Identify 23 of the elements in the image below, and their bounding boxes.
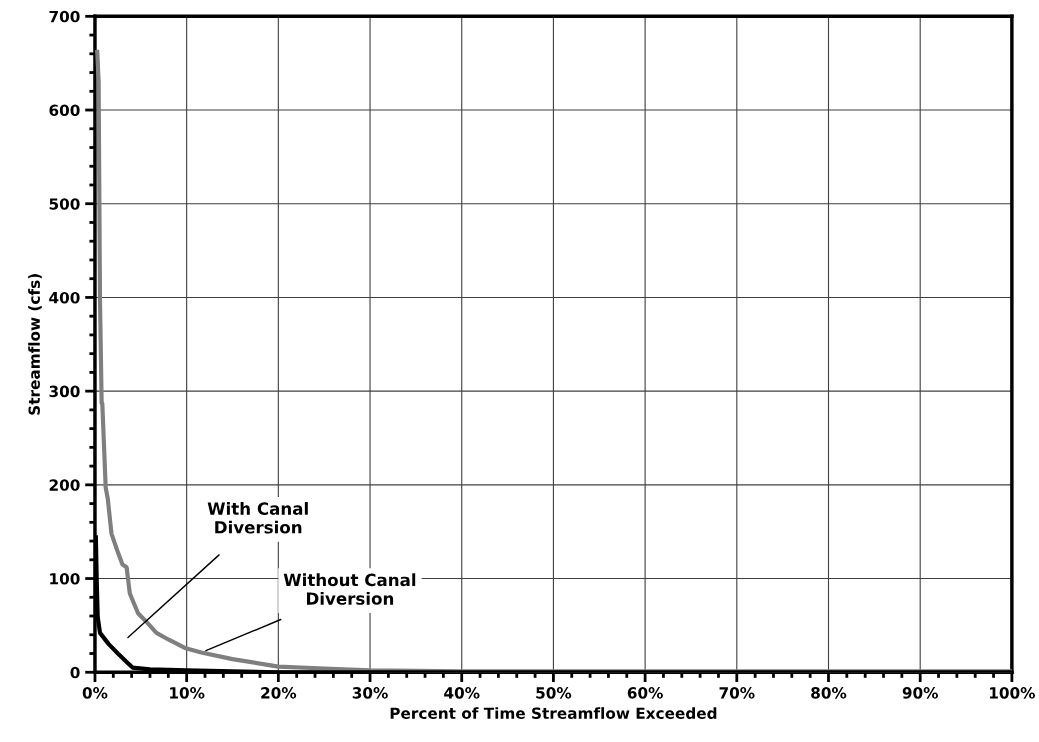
y-tick-label: 100 bbox=[50, 573, 80, 585]
x-tick-label: 60% bbox=[627, 687, 663, 699]
y-tick-label: 600 bbox=[49, 104, 80, 117]
y-axis-title: Streamflow (cfs) bbox=[28, 274, 42, 415]
y-tick-label: 300 bbox=[49, 385, 80, 398]
annotation: Without Canal Diversion bbox=[283, 573, 416, 605]
y-tick-label: 200 bbox=[49, 479, 80, 491]
x-tick-label: 0% bbox=[82, 687, 108, 699]
x-tick-label: 100% bbox=[990, 687, 1035, 699]
x-tick-label: 80% bbox=[811, 687, 847, 699]
x-tick-label: 40% bbox=[444, 687, 480, 699]
y-tick-label: 700 bbox=[49, 10, 80, 23]
annotation: With Canal Diversion bbox=[207, 502, 308, 534]
y-tick-label: 0 bbox=[70, 666, 80, 679]
x-tick-label: 70% bbox=[719, 687, 755, 699]
x-tick-label: 30% bbox=[352, 687, 388, 699]
x-tick-label: 90% bbox=[902, 687, 938, 699]
x-tick-label: 20% bbox=[261, 687, 297, 699]
x-axis-title: Percent of Time Streamflow Exceeded bbox=[390, 707, 717, 719]
x-tick-label: 10% bbox=[170, 687, 205, 699]
y-tick-label: 500 bbox=[49, 198, 80, 210]
y-tick-label: 400 bbox=[49, 291, 80, 304]
x-tick-label: 50% bbox=[536, 687, 572, 699]
